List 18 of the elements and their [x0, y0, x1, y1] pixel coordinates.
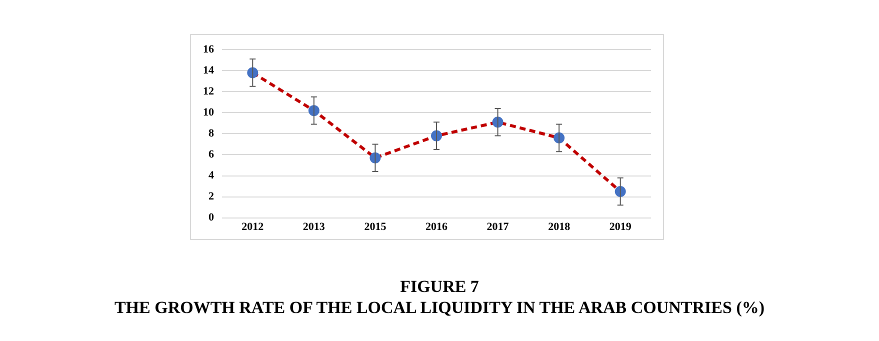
y-tick-label: 12 [203, 85, 214, 98]
y-tick-label: 8 [208, 128, 214, 140]
y-tick-label: 10 [203, 106, 214, 119]
x-tick-label: 2013 [302, 221, 326, 234]
y-tick-label: 0 [208, 212, 214, 224]
x-tick-label: 2017 [486, 221, 510, 234]
x-tick-label: 2012 [242, 221, 264, 234]
y-tick-label: 4 [208, 170, 214, 182]
text: THE GROWTH RATE OF THE LOCAL LIQUIDITY IN THE ARAB COUNTRIES (%) [113, 297, 766, 318]
x-tick-label: 2019 [609, 221, 632, 234]
y-tick-label: 14 [203, 64, 214, 76]
text: FIGURE 7 [399, 276, 480, 297]
x-tick-label: 2018 [548, 221, 571, 234]
x-tick-label: 2016 [426, 221, 448, 234]
x-tick-label: 2015 [364, 221, 387, 234]
y-tick-label: 16 [203, 43, 214, 56]
y-tick-label: 6 [208, 148, 214, 161]
y-tick-label: 2 [208, 190, 214, 203]
